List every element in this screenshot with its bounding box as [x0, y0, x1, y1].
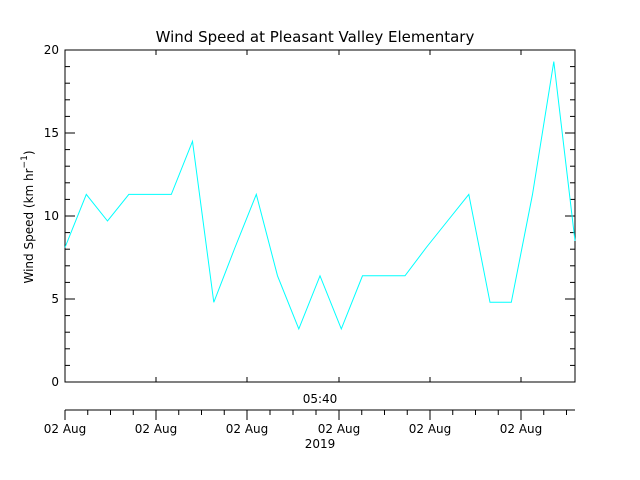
y-axis-label: Wind Speed (km hr−1) [20, 150, 36, 283]
x-axis-top-label: 05:40 [303, 392, 338, 406]
y-tick-label: 15 [44, 126, 59, 140]
plot-frame [64, 49, 576, 383]
y-tick-label: 0 [51, 375, 59, 389]
x-axis-year-label: 2019 [305, 437, 336, 451]
y-tick-label: 20 [44, 43, 59, 57]
x-tick-label: 02 Aug [44, 422, 87, 436]
wind-speed-series-line [64, 61, 576, 331]
chart-title: Wind Speed at Pleasant Valley Elementary [156, 28, 475, 46]
y-tick-label: 10 [44, 209, 59, 223]
x-tick-label: 02 Aug [318, 422, 361, 436]
x-tick-label: 02 Aug [409, 422, 452, 436]
x-tick-label: 02 Aug [500, 422, 543, 436]
y-tick-label: 5 [51, 292, 59, 306]
x-tick-label: 02 Aug [135, 422, 178, 436]
x-tick-label: 02 Aug [226, 422, 269, 436]
